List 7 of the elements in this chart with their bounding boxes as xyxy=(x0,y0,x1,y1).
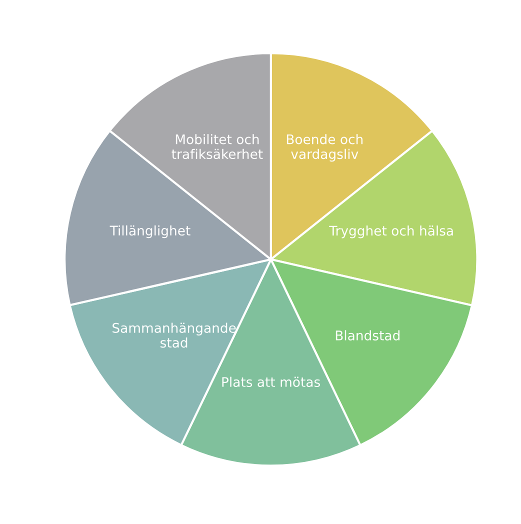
slice-label: Tillänglighet xyxy=(110,225,190,238)
slice-label: Blandstad xyxy=(336,330,400,340)
slice-label: Sammanhängande stad xyxy=(112,322,236,348)
slice-label: Boende och vardagsliv xyxy=(286,134,363,162)
slice-label: Trygghet och hälsa xyxy=(329,226,453,238)
slice-label: Mobilitet och trafiksäkerhet xyxy=(172,134,263,160)
slice-label: Plats att mötas xyxy=(222,376,320,387)
